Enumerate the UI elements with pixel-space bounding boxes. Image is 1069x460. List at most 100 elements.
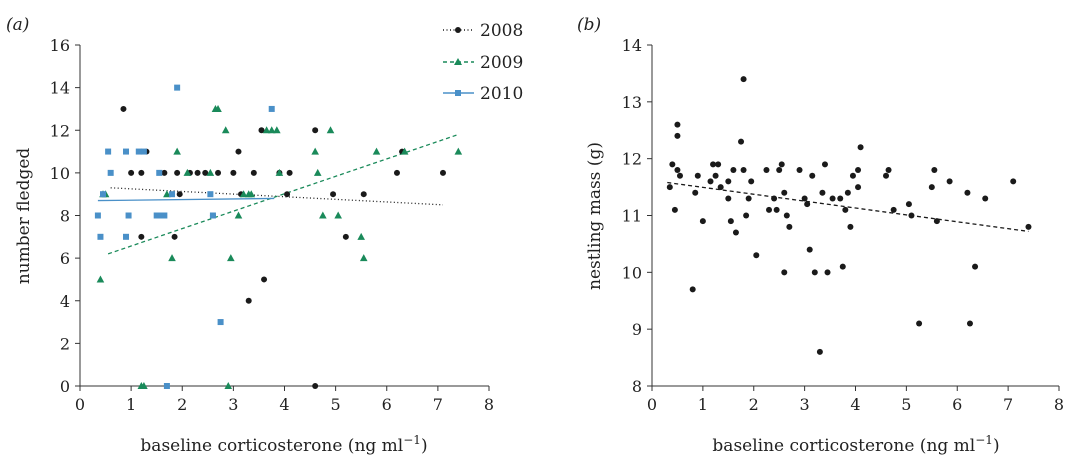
x-tick-label: 6 bbox=[382, 395, 392, 414]
data-point bbox=[982, 195, 989, 202]
y-tick-label: 16 bbox=[50, 36, 70, 55]
panel-a-y-axis-label: number fledged bbox=[14, 148, 34, 285]
x-tick-label: 7 bbox=[1003, 395, 1013, 414]
data-point bbox=[674, 167, 681, 174]
data-point-2009 bbox=[183, 168, 192, 176]
x-tick-label: 3 bbox=[800, 395, 810, 414]
data-point bbox=[885, 167, 892, 174]
fit-line-trend bbox=[667, 181, 1029, 233]
x-tick-label: 2 bbox=[177, 395, 187, 414]
data-point-2008 bbox=[360, 191, 367, 198]
data-point-2010 bbox=[153, 212, 160, 219]
data-point bbox=[964, 189, 971, 196]
legend-2009-marker bbox=[454, 58, 462, 65]
data-point bbox=[745, 195, 752, 202]
panel-a-x-axis-label: baseline corticosterone (ng ml−1) bbox=[140, 433, 427, 456]
x-tick-label: 8 bbox=[1054, 395, 1064, 414]
data-point-2010 bbox=[268, 105, 275, 112]
data-point bbox=[811, 269, 818, 276]
data-point-2009 bbox=[140, 382, 148, 389]
data-point-2009 bbox=[400, 147, 409, 155]
data-point-2010 bbox=[94, 212, 101, 219]
x-tick-label: 7 bbox=[433, 395, 443, 414]
data-point bbox=[727, 218, 734, 225]
panel-a-label: (a) bbox=[6, 15, 29, 35]
data-point bbox=[931, 167, 938, 174]
y-tick-label: 14 bbox=[50, 79, 70, 98]
data-point bbox=[837, 195, 844, 202]
data-point bbox=[796, 167, 803, 174]
data-point bbox=[766, 206, 773, 213]
data-point-2010 bbox=[100, 191, 107, 198]
data-point bbox=[821, 161, 828, 168]
data-point-2009 bbox=[224, 382, 233, 389]
data-point bbox=[738, 138, 745, 145]
data-point-2010 bbox=[209, 212, 216, 219]
fit-line-2009 bbox=[107, 133, 459, 255]
panel-b-label: (b) bbox=[577, 15, 601, 35]
data-point bbox=[809, 172, 816, 179]
data-point-2009 bbox=[214, 104, 222, 112]
data-point-2010 bbox=[135, 148, 142, 155]
data-point-2010 bbox=[123, 233, 130, 240]
y-tick-label: 0 bbox=[60, 377, 70, 396]
data-point bbox=[829, 195, 836, 202]
data-point-2008 bbox=[161, 169, 168, 176]
panel-a-fit-lines bbox=[97, 133, 459, 255]
data-point-2009 bbox=[275, 168, 284, 176]
y-tick-label: 14 bbox=[622, 36, 642, 55]
data-point-2008 bbox=[245, 297, 252, 304]
data-point-2009 bbox=[234, 211, 243, 219]
legend-item-2010: 2010 bbox=[443, 84, 523, 104]
x-tick-label: 4 bbox=[850, 395, 860, 414]
data-point bbox=[844, 189, 851, 196]
y-tick-label: 2 bbox=[60, 334, 70, 353]
data-point-2008 bbox=[312, 383, 319, 389]
data-point bbox=[855, 184, 862, 191]
data-point bbox=[781, 189, 788, 196]
x-tick-label: 2 bbox=[749, 395, 759, 414]
data-point bbox=[966, 320, 973, 327]
data-point-2008 bbox=[439, 169, 446, 176]
data-point-2009 bbox=[239, 190, 248, 198]
data-point-2010 bbox=[125, 212, 132, 219]
data-point bbox=[849, 172, 856, 179]
data-point-2008 bbox=[230, 169, 237, 176]
data-point bbox=[905, 201, 912, 208]
x-tick-label: 5 bbox=[331, 395, 341, 414]
x-tick-label: 0 bbox=[75, 395, 85, 414]
data-point bbox=[669, 161, 676, 168]
data-point bbox=[972, 263, 979, 270]
panel-b-x-axis-label: baseline corticosterone (ng ml−1) bbox=[712, 433, 999, 456]
data-point bbox=[883, 172, 890, 179]
data-point bbox=[839, 263, 846, 270]
data-point bbox=[707, 178, 714, 185]
data-point-2009 bbox=[96, 275, 105, 283]
data-point bbox=[715, 161, 722, 168]
data-point-2009 bbox=[267, 126, 276, 134]
data-point bbox=[666, 184, 673, 191]
data-point-2009 bbox=[227, 254, 235, 262]
data-point bbox=[916, 320, 923, 327]
x-tick-label: 6 bbox=[952, 395, 962, 414]
data-point bbox=[732, 229, 739, 236]
y-tick-label: 8 bbox=[632, 377, 642, 396]
data-point bbox=[819, 189, 826, 196]
data-point-2008 bbox=[286, 169, 293, 176]
panel-b-fit-lines bbox=[667, 181, 1029, 233]
data-point-2009 bbox=[357, 232, 365, 240]
data-point-2009 bbox=[247, 190, 256, 198]
data-point-2008 bbox=[171, 233, 178, 240]
data-point bbox=[890, 206, 897, 213]
legend-2010-marker bbox=[455, 90, 461, 96]
y-tick-label: 13 bbox=[622, 93, 642, 112]
data-point-2010 bbox=[217, 319, 224, 326]
data-point-2010 bbox=[123, 148, 130, 155]
data-point bbox=[806, 246, 813, 253]
data-point-2008 bbox=[174, 169, 181, 176]
data-point bbox=[786, 223, 793, 230]
y-tick-label: 10 bbox=[50, 164, 70, 183]
